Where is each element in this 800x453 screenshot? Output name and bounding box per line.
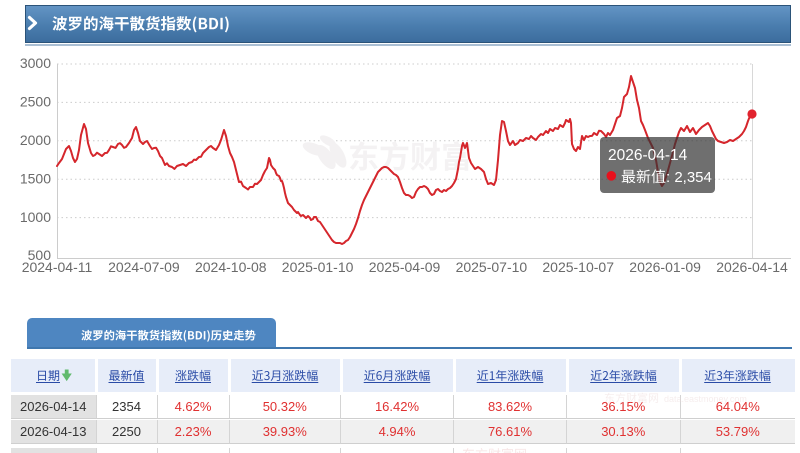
svg-text:2026-04-14: 2026-04-14	[716, 259, 788, 275]
svg-text:2025-07-10: 2025-07-10	[456, 259, 528, 275]
svg-text:2025-01-10: 2025-01-10	[282, 259, 354, 275]
svg-text:2024-04-11: 2024-04-11	[22, 259, 93, 275]
svg-text:2024-10-08: 2024-10-08	[195, 259, 267, 275]
svg-text:2025-04-09: 2025-04-09	[369, 259, 441, 275]
svg-text:3000: 3000	[20, 55, 51, 71]
svg-text:2000: 2000	[20, 132, 51, 148]
svg-text:500: 500	[28, 247, 52, 263]
svg-text:2024-07-09: 2024-07-09	[108, 259, 180, 275]
svg-text:2500: 2500	[20, 94, 51, 110]
svg-text:1000: 1000	[20, 209, 51, 225]
svg-text:2026-04-14: 2026-04-14	[608, 147, 688, 164]
svg-text:1500: 1500	[20, 170, 51, 186]
svg-text:2026-01-09: 2026-01-09	[629, 259, 701, 275]
svg-text:: 2,354: : 2,354	[666, 169, 712, 186]
svg-text:2025-10-07: 2025-10-07	[542, 259, 614, 275]
